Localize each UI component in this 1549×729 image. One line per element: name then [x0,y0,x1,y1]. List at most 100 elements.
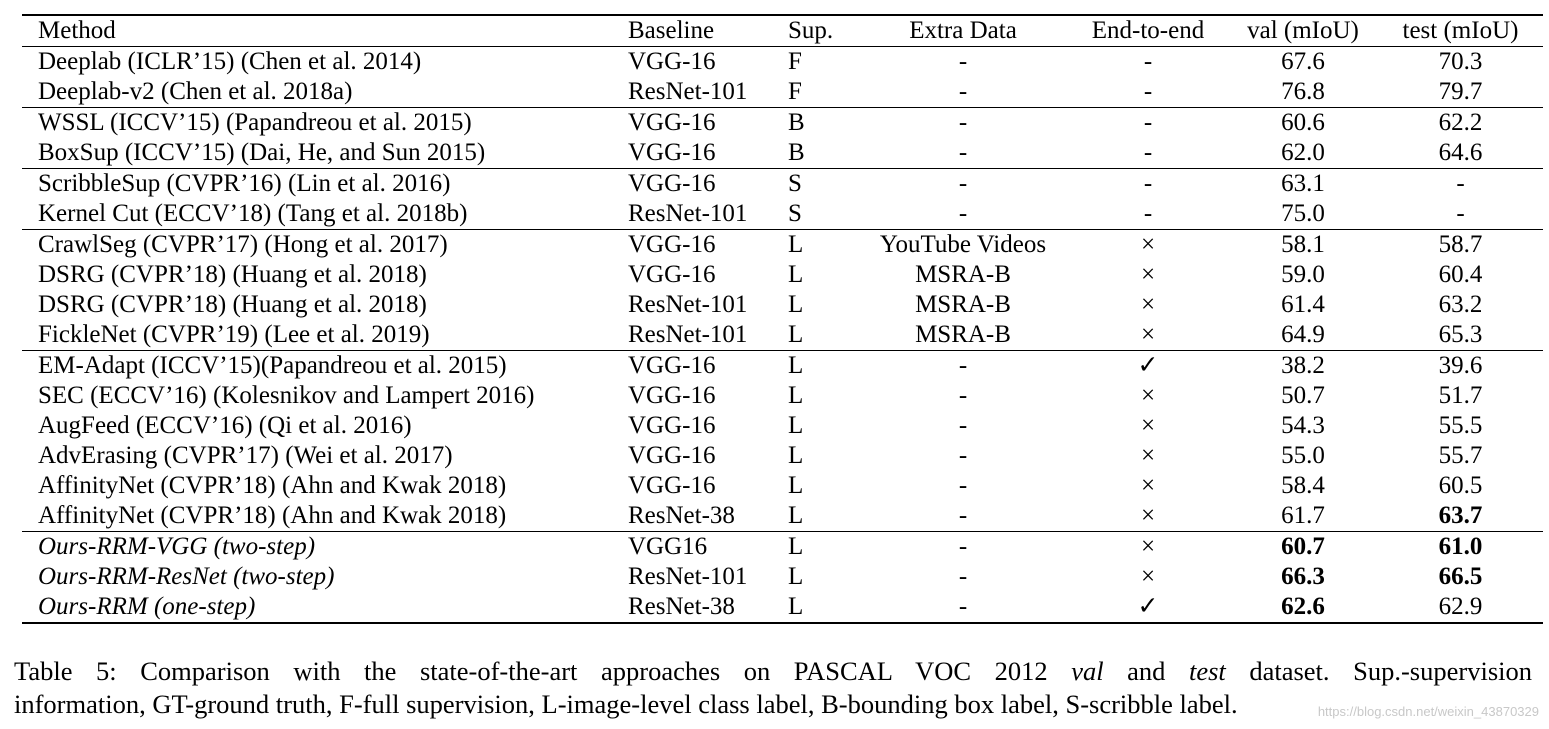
cell-e2e: × [1140,291,1156,318]
cell-sup: L [788,382,804,409]
cell-extra: - [958,442,968,469]
cell-extra: MSRA-B [915,321,1011,348]
caption-italic-test: test [1188,656,1226,686]
cell-test: 79.7 [1438,78,1483,105]
cell-method: FickleNet (CVPR’19) (Lee et al. 2019) [38,321,430,348]
cell-extra: MSRA-B [915,291,1011,318]
col-header-test: test (mIoU) [1402,17,1519,44]
cell-e2e: - [1143,48,1153,75]
cell-extra: - [958,109,968,136]
table-row: Ours-RRM-VGG (two-step) VGG16 L - × 60.7 61.0 [22,531,1543,563]
cell-extra: YouTube Videos [879,231,1047,258]
cell-method: SEC (ECCV’16) (Kolesnikov and Lampert 20… [38,382,535,409]
cell-method: WSSL (ICCV’15) (Papandreou et al. 2015) [38,109,472,136]
cell-e2e: × [1140,231,1156,258]
table-header: Method Baseline Sup. Extra Data End-to-e… [22,15,1543,47]
cell-test: 66.5 [1438,563,1483,590]
cell-method: Ours-RRM-ResNet (two-step) [38,563,335,590]
cell-sup: L [788,593,804,620]
cell-method: Ours-RRM (one-step) [38,593,256,620]
cell-extra: - [958,412,968,439]
cell-baseline: ResNet-101 [628,200,748,227]
cell-val: 62.6 [1281,593,1325,620]
cell-extra: - [958,563,968,590]
col-header-val: val (mIoU) [1247,17,1359,44]
cell-baseline: ResNet-101 [628,78,748,105]
cell-method: BoxSup (ICCV’15) (Dai, He, and Sun 2015) [38,139,486,166]
table-row: AffinityNet (CVPR’18) (Ahn and Kwak 2018… [22,471,1543,501]
table-body: Deeplab (ICLR’15) (Chen et al. 2014) VGG-… [22,47,1543,623]
cell-test: 60.4 [1438,261,1483,288]
table-row: FickleNet (CVPR’19) (Lee et al. 2019) Res… [22,320,1543,351]
cell-extra: - [958,533,968,560]
cell-val: 54.3 [1281,412,1325,439]
cell-method: Deeplab (ICLR’15) (Chen et al. 2014) [38,48,422,75]
cell-e2e: × [1140,382,1156,409]
cell-baseline: VGG-16 [628,352,716,379]
cell-val: 61.7 [1281,502,1325,529]
cell-sup: L [788,502,804,529]
cell-baseline: ResNet-38 [628,502,735,529]
cell-baseline: ResNet-38 [628,593,735,620]
cell-val: 62.0 [1281,139,1325,166]
cell-extra: - [958,472,968,499]
table-row: Deeplab-v2 (Chen et al. 2018a) ResNet-101… [22,77,1543,108]
cell-method: CrawlSeg (CVPR’17) (Hong et al. 2017) [38,231,448,258]
cell-e2e: × [1140,533,1156,560]
cell-baseline: VGG-16 [628,442,716,469]
col-header-end-to-end: End-to-end [1091,17,1205,44]
table-row: Kernel Cut (ECCV’18) (Tang et al. 2018b)… [22,199,1543,230]
col-header-sup: Sup. [788,17,834,44]
table-row: CrawlSeg (CVPR’17) (Hong et al. 2017) VGG… [22,229,1543,261]
cell-val: 64.9 [1281,321,1325,348]
col-header-baseline: Baseline [628,17,715,44]
cell-test: 55.7 [1438,442,1483,469]
cell-val: 60.7 [1281,533,1325,560]
cell-baseline: VGG-16 [628,231,716,258]
table-row: AugFeed (ECCV’16) (Qi et al. 2016) VGG-16… [22,411,1543,441]
cell-val: 58.1 [1281,231,1325,258]
cell-baseline: ResNet-101 [628,291,748,318]
cell-method: DSRG (CVPR’18) (Huang et al. 2018) [38,261,427,288]
cell-sup: L [788,442,804,469]
cell-e2e: - [1143,139,1153,166]
cell-sup: L [788,291,804,318]
cell-test: 70.3 [1438,48,1483,75]
cell-sup: L [788,321,804,348]
cell-val: 59.0 [1281,261,1325,288]
cell-sup: B [788,109,805,136]
table-row: EM-Adapt (ICCV’15)(Papandreou et al. 201… [22,350,1543,382]
cell-test: 55.5 [1438,412,1483,439]
cell-extra: - [958,200,968,227]
table-row: DSRG (CVPR’18) (Huang et al. 2018) VGG-16… [22,260,1543,290]
cell-sup: L [788,412,804,439]
cell-e2e: × [1140,412,1156,439]
cell-extra: - [958,593,968,620]
caption-text-1: Comparison with the state-of-the-art app… [116,656,1072,686]
cell-baseline: VGG-16 [628,382,716,409]
table-row: Deeplab (ICLR’15) (Chen et al. 2014) VGG-… [22,47,1543,78]
cell-e2e: ✓ [1137,593,1159,620]
cell-test: 62.9 [1438,593,1483,620]
caption-line-2: information, GT-ground truth, F-full sup… [14,689,1238,719]
cell-method: AugFeed (ECCV’16) (Qi et al. 2016) [38,412,412,439]
cell-test: 62.2 [1438,109,1483,136]
table-row: DSRG (CVPR’18) (Huang et al. 2018) ResNet… [22,290,1543,320]
cell-method: Ours-RRM-VGG (two-step) [38,533,316,560]
table-row: Ours-RRM (one-step) ResNet-38 L - ✓ 62.6 62.9 [22,592,1543,623]
cell-method: DSRG (CVPR’18) (Huang et al. 2018) [38,291,427,318]
cell-extra: - [958,352,968,379]
cell-baseline: VGG-16 [628,412,716,439]
cell-e2e: × [1140,563,1156,590]
cell-val: 66.3 [1281,563,1325,590]
cell-e2e: ✓ [1137,352,1159,379]
cell-val: 63.1 [1281,170,1325,197]
cell-baseline: VGG-16 [628,472,716,499]
cell-test: 39.6 [1438,352,1483,379]
cell-method: AffinityNet (CVPR’18) (Ahn and Kwak 2018… [38,472,507,499]
cell-sup: L [788,533,804,560]
cell-test: 63.7 [1438,502,1483,529]
caption-line-1: Table 5: Comparison with the state-of-th… [14,655,1532,688]
cell-sup: L [788,261,804,288]
results-table: Method Baseline Sup. Extra Data End-to-e… [22,14,1543,624]
